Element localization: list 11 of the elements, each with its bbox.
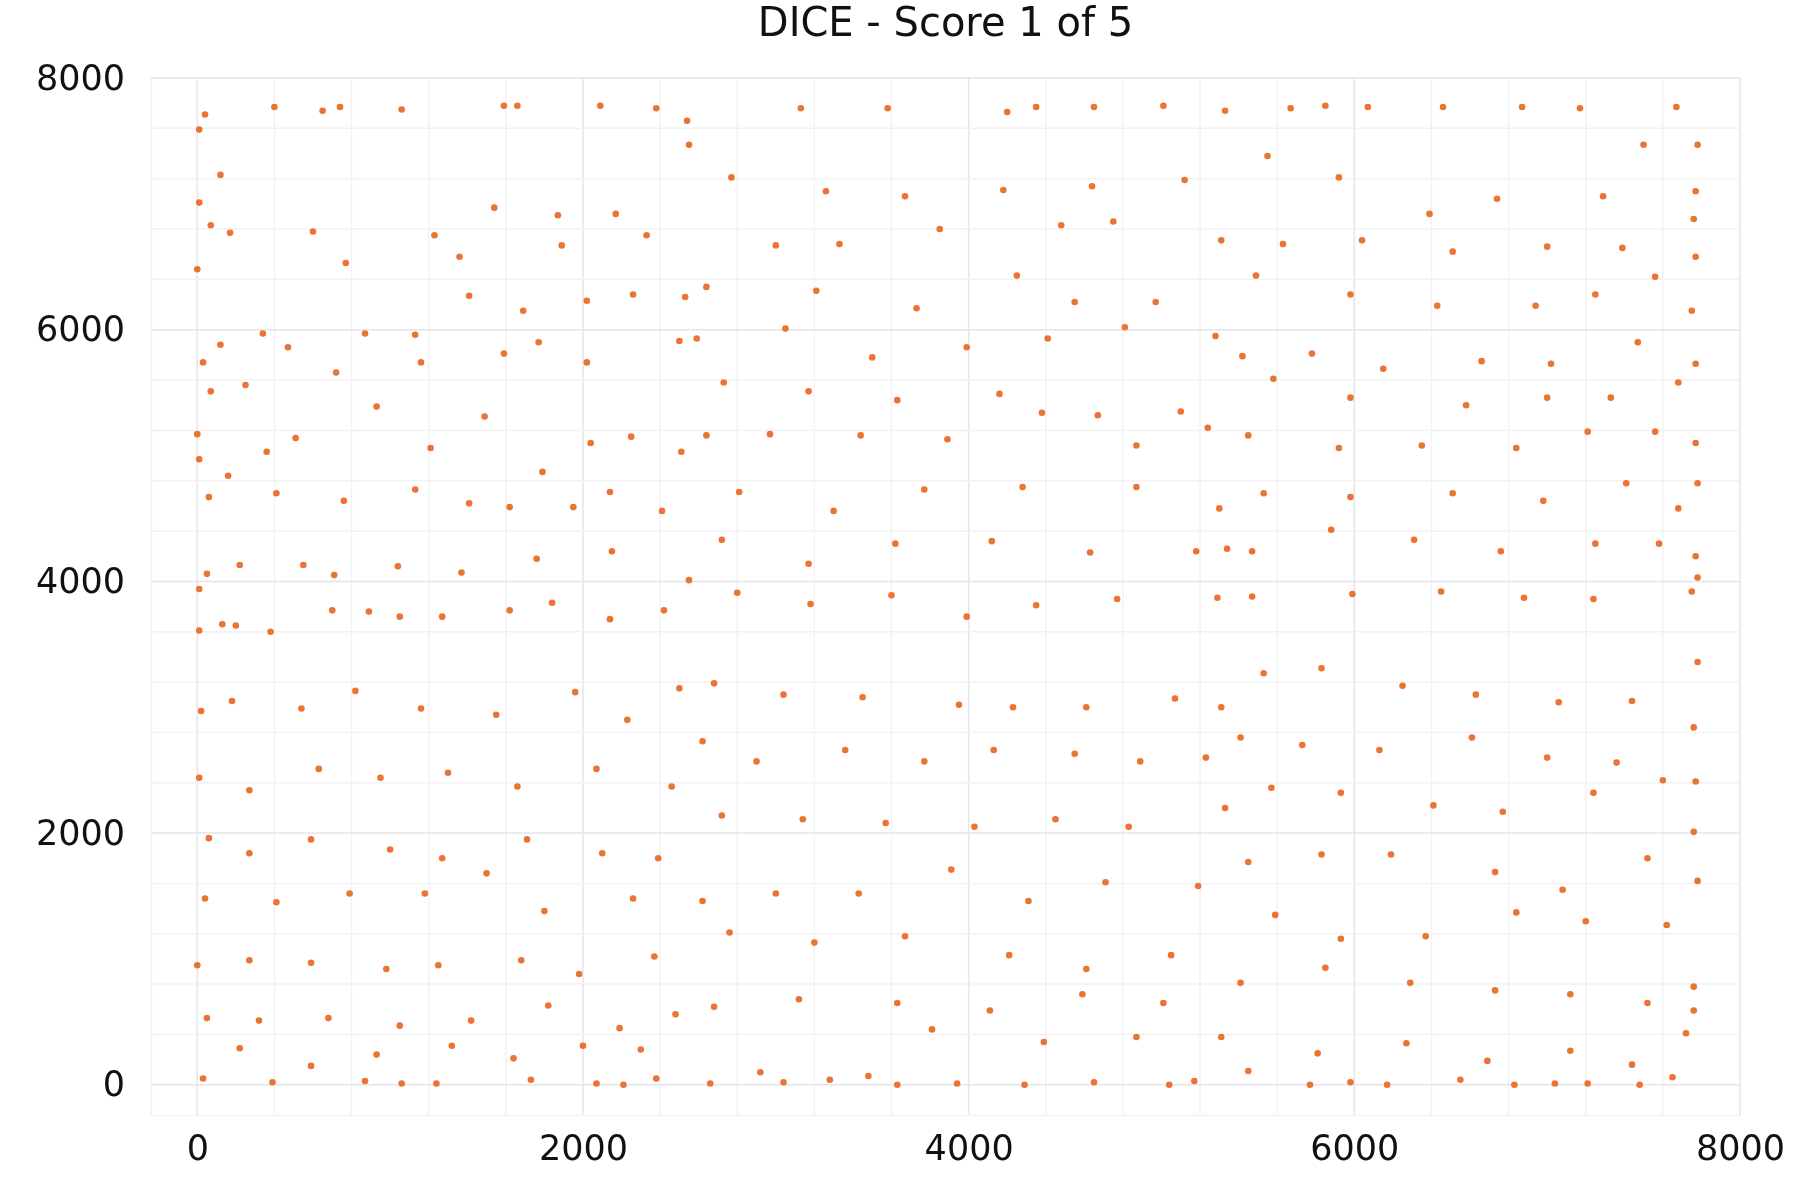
y-tick-label: 4000 (35, 561, 125, 602)
x-tick-label: 6000 (1310, 1127, 1400, 1168)
y-tick-label: 0 (102, 1064, 125, 1105)
y-tick-label: 8000 (35, 57, 125, 98)
x-tick-label: 2000 (538, 1127, 628, 1168)
chart-title: DICE - Score 1 of 5 (757, 0, 1134, 45)
y-tick-label: 6000 (35, 309, 125, 350)
x-tick-label: 0 (186, 1127, 209, 1168)
y-tick-label: 2000 (35, 812, 125, 853)
x-tick-label: 8000 (1695, 1127, 1786, 1168)
x-tick-label: 4000 (924, 1127, 1014, 1168)
